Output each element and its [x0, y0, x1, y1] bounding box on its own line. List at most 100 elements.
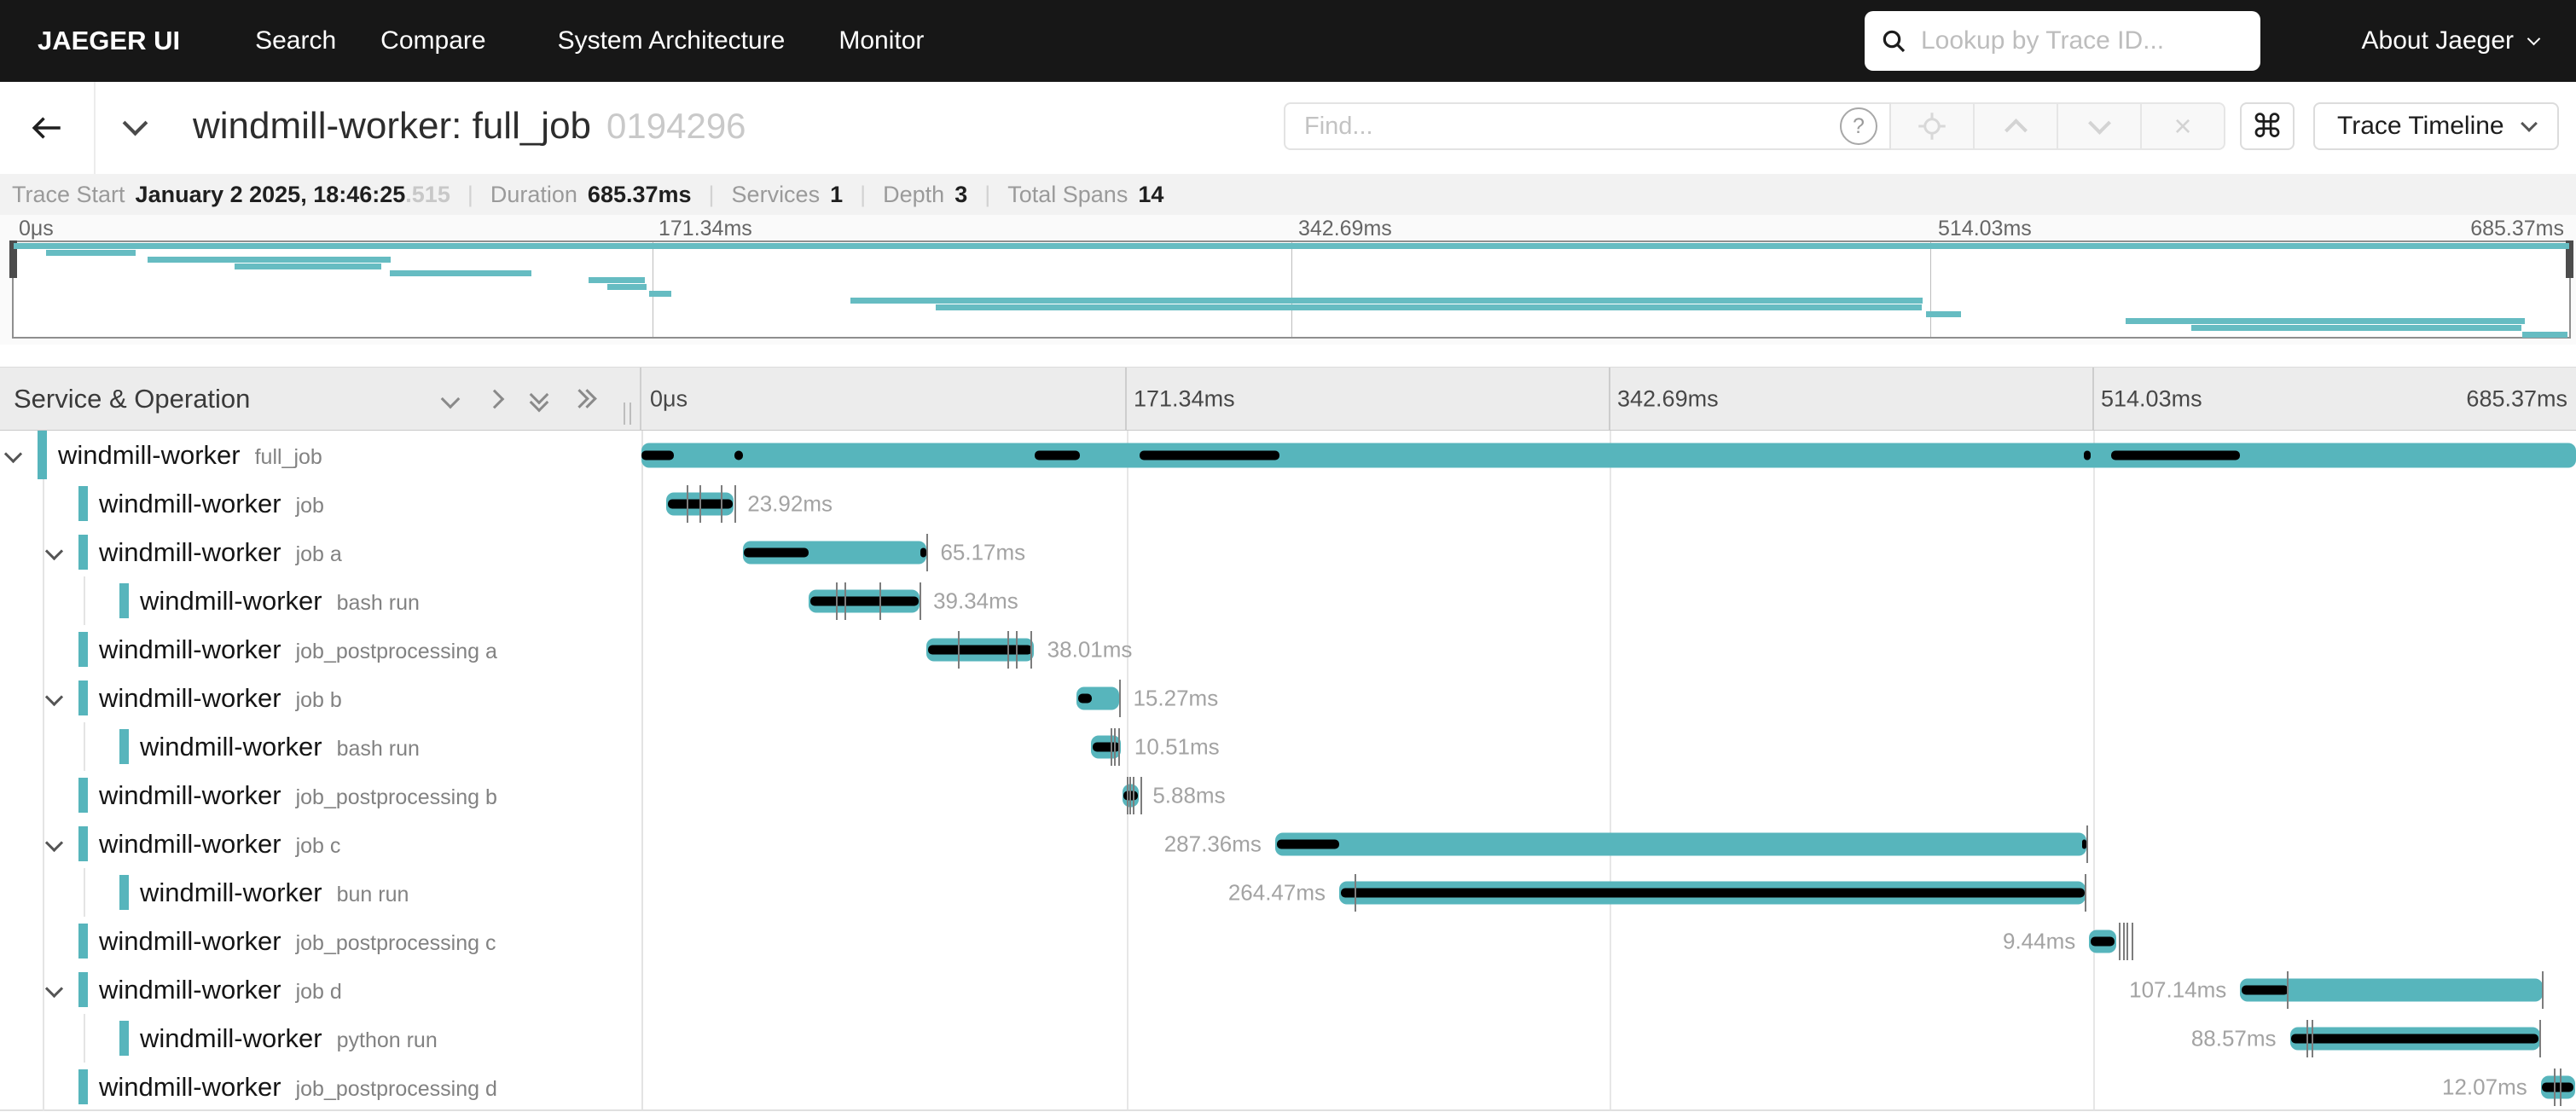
collapse-all-icon[interactable]: [529, 385, 549, 413]
indent-guide: [43, 868, 44, 917]
minimap-span-bar: [234, 264, 381, 269]
span-track[interactable]: 38.01ms: [641, 625, 2576, 674]
span-track[interactable]: 88.57ms: [641, 1014, 2576, 1063]
service-name: windmill-worker: [140, 1022, 322, 1053]
indent-guide: [84, 576, 85, 625]
service-operation-header: Service & Operation: [0, 368, 641, 430]
span-track[interactable]: 107.14ms: [641, 965, 2576, 1014]
nav-item-search[interactable]: Search: [255, 26, 337, 55]
span-name-cell[interactable]: windmill-worker job_postprocessing c: [0, 917, 641, 965]
span-name[interactable]: windmill-worker job_postprocessing c: [99, 926, 496, 957]
collapse-one-icon[interactable]: [440, 389, 461, 408]
column-resize-grip[interactable]: [624, 403, 631, 425]
back-button[interactable]: [0, 82, 96, 174]
span-name[interactable]: windmill-worker job_postprocessing d: [99, 1072, 497, 1103]
trace-view-label: Trace Timeline: [2337, 112, 2504, 140]
span-track[interactable]: 12.07ms: [641, 1063, 2576, 1111]
span-name-cell[interactable]: windmill-worker job_postprocessing d: [0, 1063, 641, 1111]
span-name[interactable]: windmill-worker bun run: [140, 877, 409, 908]
find-input[interactable]: [1285, 111, 1840, 142]
operation-name: job_postprocessing b: [295, 785, 497, 809]
span-name-cell[interactable]: windmill-worker python run: [0, 1014, 641, 1063]
expand-all-icon[interactable]: [570, 389, 597, 408]
span-name[interactable]: windmill-worker job b: [99, 683, 342, 714]
axis-tick-label: 342.69ms: [1617, 385, 1719, 411]
span-name-cell[interactable]: windmill-worker job: [0, 479, 641, 528]
collapse-trace-chevron[interactable]: [122, 110, 148, 136]
minimap-canvas[interactable]: [9, 240, 2573, 339]
chevron-down-icon: [2520, 115, 2538, 132]
expand-chevron-icon[interactable]: [44, 833, 64, 852]
service-name: windmill-worker: [99, 974, 281, 1005]
expand-chevron-icon[interactable]: [3, 444, 23, 463]
nav-item-system-architecture[interactable]: System Architecture: [557, 26, 786, 55]
span-name[interactable]: windmill-worker bash run: [140, 732, 420, 762]
log-tick: [2122, 922, 2125, 960]
span-track[interactable]: 23.92ms: [641, 479, 2576, 528]
span-name-cell[interactable]: windmill-worker full_job: [0, 431, 641, 479]
span-name-cell[interactable]: windmill-worker job d: [0, 965, 641, 1014]
operation-name: job d: [295, 979, 342, 1004]
minimap-left-scrubber[interactable]: [9, 240, 17, 278]
span-name[interactable]: windmill-worker python run: [140, 1023, 438, 1054]
prev-result-button[interactable]: [1975, 102, 2058, 150]
trace-lookup-box[interactable]: [1865, 11, 2260, 71]
close-icon: ×: [2173, 108, 2192, 143]
expand-chevron-icon[interactable]: [44, 542, 64, 560]
span-name-cell[interactable]: windmill-worker job b: [0, 674, 641, 722]
expand-chevron-icon[interactable]: [44, 979, 64, 998]
span-name-cell[interactable]: windmill-worker bun run: [0, 868, 641, 917]
span-name[interactable]: windmill-worker full_job: [58, 440, 322, 471]
keyboard-shortcuts-button[interactable]: ⌘: [2240, 102, 2295, 150]
trace-lookup-input[interactable]: [1919, 26, 2252, 56]
span-track[interactable]: 287.36ms: [641, 820, 2576, 868]
nav-item-compare[interactable]: Compare: [380, 26, 486, 55]
operation-name: job_postprocessing d: [295, 1076, 497, 1101]
span-name-cell[interactable]: windmill-worker job_postprocessing b: [0, 771, 641, 820]
next-result-button[interactable]: [2058, 102, 2142, 150]
indent-guide: [43, 479, 44, 528]
span-track[interactable]: 5.88ms: [641, 771, 2576, 820]
expand-one-icon[interactable]: [484, 389, 505, 408]
span-track[interactable]: [641, 431, 2576, 479]
span-name-cell[interactable]: windmill-worker job a: [0, 528, 641, 576]
help-question-icon[interactable]: ?: [1840, 107, 1877, 145]
span-name-cell[interactable]: windmill-worker job_postprocessing a: [0, 625, 641, 674]
span-bar[interactable]: [2240, 978, 2543, 1001]
service-color-bar: [78, 632, 88, 667]
span-track[interactable]: 9.44ms: [641, 917, 2576, 965]
focus-match-button[interactable]: [1891, 102, 1975, 150]
span-track[interactable]: 264.47ms: [641, 868, 2576, 917]
clear-find-button[interactable]: ×: [2142, 102, 2225, 150]
span-bar[interactable]: [1274, 832, 2086, 855]
span-name[interactable]: windmill-worker job_postprocessing b: [99, 780, 497, 811]
span-name[interactable]: windmill-worker job: [99, 489, 324, 519]
expand-chevron-icon[interactable]: [44, 687, 64, 706]
app-brand[interactable]: JAEGER UI: [38, 26, 181, 55]
span-name-cell[interactable]: windmill-worker job c: [0, 820, 641, 868]
span-track[interactable]: 65.17ms: [641, 528, 2576, 576]
divider: |: [708, 181, 715, 207]
span-name[interactable]: windmill-worker job d: [99, 975, 342, 1005]
duration-value: 685.37ms: [587, 181, 692, 207]
minimap-right-scrubber[interactable]: [2566, 240, 2573, 278]
span-row: windmill-worker job a 65.17ms: [0, 528, 2576, 576]
span-name-cell[interactable]: windmill-worker bash run: [0, 576, 641, 625]
log-tick: [836, 582, 838, 620]
span-bar[interactable]: [641, 443, 2576, 467]
span-name[interactable]: windmill-worker bash run: [140, 586, 420, 617]
span-name-cell[interactable]: windmill-worker bash run: [0, 722, 641, 771]
trace-view-select[interactable]: Trace Timeline: [2313, 102, 2559, 150]
nav-item-monitor[interactable]: Monitor: [838, 26, 925, 55]
log-tick: [844, 582, 846, 620]
span-track[interactable]: 15.27ms: [641, 674, 2576, 722]
span-track[interactable]: 39.34ms: [641, 576, 2576, 625]
span-name[interactable]: windmill-worker job a: [99, 537, 342, 568]
span-name[interactable]: windmill-worker job_postprocessing a: [99, 634, 497, 665]
span-track[interactable]: 10.51ms: [641, 722, 2576, 771]
span-name[interactable]: windmill-worker job c: [99, 829, 340, 860]
about-jaeger-menu[interactable]: About Jaeger: [2362, 0, 2541, 82]
find-input-group[interactable]: ?: [1284, 102, 1891, 150]
span-duration-label: 107.14ms: [2129, 976, 2227, 1002]
trace-start-ms: .515: [405, 181, 450, 207]
